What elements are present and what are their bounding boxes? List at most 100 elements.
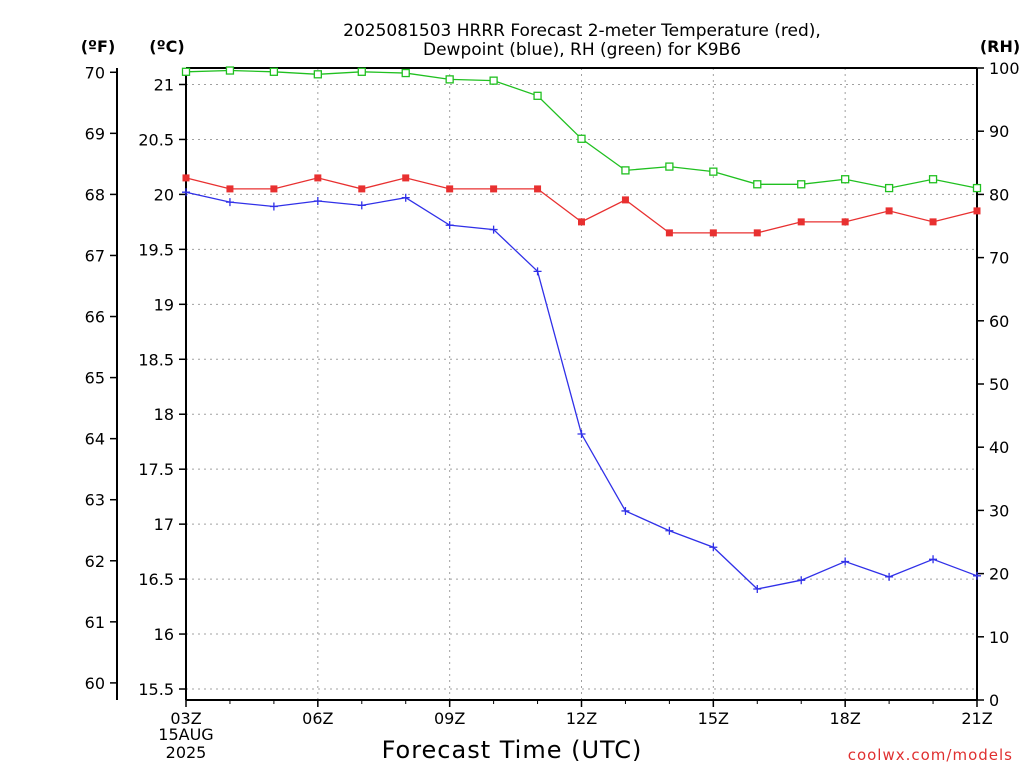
temperature-point (402, 174, 410, 182)
rh-point (928, 175, 938, 184)
fahrenheit-tick-label: 68 (85, 185, 105, 204)
dewpoint-point (885, 572, 894, 581)
chart-title-line1: 2025081503 HRRR Forecast 2-meter Tempera… (343, 21, 821, 41)
fahrenheit-tick-label: 64 (85, 430, 105, 449)
rh-point (269, 67, 279, 76)
temperature-point (885, 207, 893, 215)
fahrenheit-axis-unit: (ºF) (81, 37, 116, 56)
celsius-tick-label: 20 (154, 185, 174, 204)
temperature-point (929, 218, 937, 226)
dewpoint-point (621, 506, 630, 515)
x-tick-label: 18Z (830, 709, 861, 728)
temperature-point (182, 174, 190, 182)
fahrenheit-tick-label: 63 (85, 491, 105, 510)
dewpoint-point (225, 198, 234, 207)
x-axis-label: Forecast Time (UTC) (382, 736, 643, 764)
rh-point (357, 67, 366, 76)
dewpoint-point (973, 571, 981, 580)
rh-point (489, 76, 498, 85)
x-tick-label: 15Z (698, 709, 729, 728)
celsius-tick-label: 17 (154, 515, 174, 534)
rh-tick-label: 100 (989, 59, 1020, 78)
rh-point (577, 134, 586, 143)
temperature-point (621, 196, 629, 204)
celsius-tick-label: 19 (154, 295, 174, 314)
dewpoint-point (357, 201, 366, 210)
temperature-point (797, 218, 805, 226)
x-tick-label: 06Z (302, 709, 333, 728)
celsius-tick-label: 21 (154, 75, 174, 94)
celsius-tick-label: 18.5 (138, 350, 174, 369)
fahrenheit-tick-label: 67 (85, 246, 105, 265)
rh-point (401, 68, 410, 78)
dewpoint-line (185, 191, 978, 590)
celsius-tick-label: 15.5 (138, 680, 174, 699)
rh-tick-label: 60 (989, 312, 1009, 331)
x-date-label-day: 15AUG (158, 725, 213, 744)
dewpoint-point (489, 225, 498, 234)
celsius-tick-label: 19.5 (138, 240, 174, 259)
rh-point (181, 67, 191, 76)
rh-tick-label: 10 (989, 628, 1009, 647)
fahrenheit-tick-label: 60 (85, 674, 105, 693)
temperature-point (314, 174, 322, 182)
dewpoint-point (929, 555, 938, 564)
rh-tick-label: 40 (989, 438, 1009, 457)
chart-title-line2: Dewpoint (blue), RH (green) for K9B6 (423, 40, 741, 60)
rh-point (445, 75, 454, 84)
fahrenheit-tick-label: 70 (85, 63, 105, 82)
temperature-point (709, 229, 717, 237)
fahrenheit-tick-label: 69 (85, 124, 105, 143)
rh-point (665, 162, 674, 171)
dewpoint-point (797, 576, 806, 585)
temperature-point (490, 185, 498, 193)
dewpoint-point (313, 196, 322, 205)
temperature-point (534, 185, 542, 193)
axes (110, 67, 984, 707)
fahrenheit-tick-label: 61 (85, 613, 105, 632)
rh-point (884, 183, 894, 193)
celsius-tick-label: 17.5 (138, 460, 174, 479)
rh-point (709, 167, 718, 176)
temperature-point (753, 229, 761, 237)
rh-tick-label: 70 (989, 249, 1009, 268)
x-tick-label: 12Z (566, 709, 597, 728)
temperature-point (841, 218, 849, 226)
rh-point (841, 175, 850, 184)
rh-axis-unit: (RH) (980, 37, 1020, 56)
celsius-tick-label: 16 (154, 625, 174, 644)
temperature-point (270, 185, 278, 193)
data-series (181, 66, 982, 593)
dewpoint-point (709, 543, 718, 552)
rh-tick-label: 50 (989, 375, 1009, 394)
temperature-point (358, 185, 366, 193)
rh-point (621, 166, 630, 175)
rh-tick-label: 30 (989, 501, 1009, 520)
celsius-tick-label: 18 (154, 405, 174, 424)
temperature-point (973, 207, 981, 215)
rh-tick-label: 80 (989, 185, 1009, 204)
dewpoint-point (841, 557, 850, 566)
rh-point (313, 70, 322, 79)
celsius-tick-label: 16.5 (138, 570, 174, 589)
rh-point (533, 91, 542, 100)
dewpoint-point (269, 202, 278, 211)
x-tick-label: 09Z (434, 709, 465, 728)
dewpoint-point (401, 193, 410, 202)
rh-tick-label: 20 (989, 565, 1009, 584)
celsius-tick-label: 20.5 (138, 130, 174, 149)
dewpoint-point (445, 221, 454, 230)
fahrenheit-tick-label: 62 (85, 552, 105, 571)
temperature-point (446, 185, 454, 193)
dewpoint-point (665, 526, 674, 535)
dewpoint-point (577, 430, 586, 439)
fahrenheit-tick-label: 65 (85, 369, 105, 388)
temperature-point (665, 229, 673, 237)
rh-point (225, 66, 235, 75)
dewpoint-point (533, 267, 542, 276)
tick-labels: 03Z 06Z 09Z 12Z 15Z 18Z 21Z 15.5 16 16.5 17 17.5 18 1… (85, 59, 1020, 728)
x-date-label-year: 2025 (166, 743, 207, 762)
rh-tick-label: 90 (989, 122, 1009, 141)
